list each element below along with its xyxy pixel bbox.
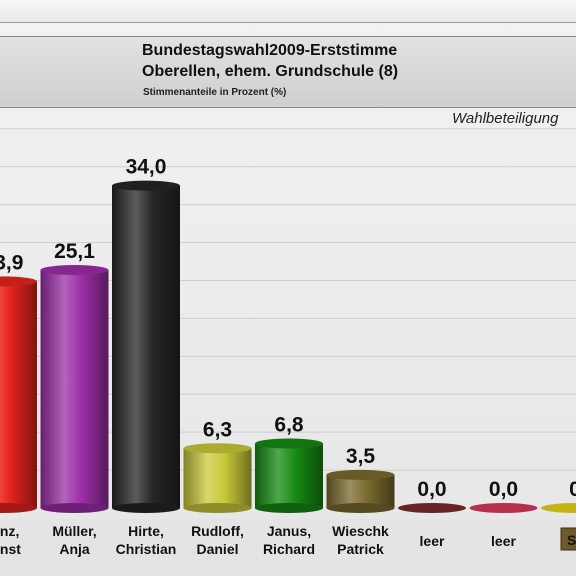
bar (0, 276, 37, 513)
category-label: leer (420, 533, 445, 549)
bar (541, 503, 576, 513)
category-band (0, 519, 576, 576)
bar (183, 443, 252, 513)
category-label: Hirte, (128, 523, 164, 539)
bar (112, 180, 180, 513)
category-badge (560, 527, 576, 551)
category-label: Janus, (267, 523, 311, 539)
value-label: 0,0 (417, 478, 446, 501)
bar (326, 469, 395, 513)
y-axis-caption: Stimmenanteile in Prozent (%) (143, 87, 287, 98)
bar (255, 438, 323, 513)
chart-title: Bundestagswahl2009-Erststimme (142, 42, 398, 59)
category-label: Richard (263, 541, 315, 557)
category-label: Wieschk (332, 523, 389, 539)
category-label: leer (491, 533, 516, 549)
value-label: 0,0 (489, 478, 518, 501)
top-strip (0, 0, 576, 23)
value-label: 25,1 (54, 240, 95, 263)
category-label: Rudloff, (191, 523, 244, 539)
value-label: 0 (569, 478, 576, 501)
bar (469, 503, 538, 513)
value-label: 6,8 (274, 414, 304, 437)
category-label: Christian (116, 541, 177, 557)
bar (398, 503, 466, 513)
category-label: Patrick (337, 541, 384, 557)
bars (0, 180, 576, 513)
category-labels: ranz, Ernst Müller, Anja Hirte, Christian Rudl… (0, 523, 576, 557)
category-label: ranz, (0, 523, 19, 539)
category-label: SONS (567, 532, 576, 548)
value-label: 6,3 (203, 418, 232, 441)
value-label: 34,0 (126, 156, 167, 179)
value-labels: 23,9 25,1 34,0 6,3 6,8 3,5 0,0 0,0 0 (0, 156, 576, 501)
category-label: Daniel (196, 541, 238, 557)
chart-subtitle: Oberellen, ehem. Grundschule (8) (142, 63, 399, 80)
category-label: Anja (59, 541, 90, 557)
category-label: Ernst (0, 541, 21, 557)
bar (40, 265, 109, 513)
value-label: 3,5 (346, 445, 376, 468)
turnout-label: Wahlbeteiligung (452, 110, 559, 127)
category-label: Müller, (52, 523, 96, 539)
chart-header (0, 36, 576, 108)
value-label: 23,9 (0, 251, 23, 274)
